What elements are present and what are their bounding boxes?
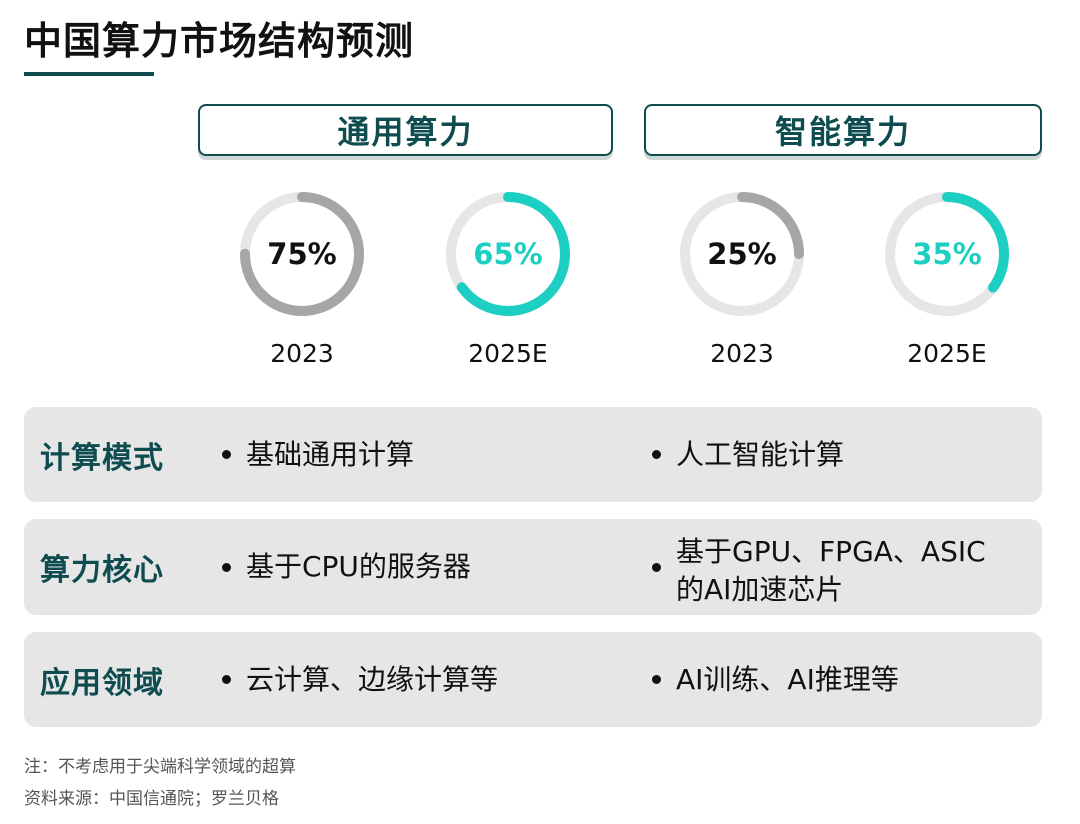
bullet-icon: [222, 675, 231, 684]
bullet-icon: [652, 450, 661, 459]
source-note: 资料来源：中国信通院；罗兰贝格: [24, 789, 279, 809]
donut-general-2023: 75% 2023: [240, 192, 364, 368]
donut-arc: [885, 192, 1009, 316]
cell-text-line-1: 基于GPU、FPGA、ASIC: [676, 535, 986, 568]
table-row-compute-core: 算力核心 基于CPU的服务器 基于GPU、FPGA、ASIC 的AI加速芯片: [24, 519, 1042, 615]
footnote: 注：不考虑用于尖端科学领域的超算: [24, 757, 296, 777]
bullet-icon: [222, 562, 231, 572]
donut-percent-label: 75%: [267, 237, 336, 271]
cell-text: 基础通用计算: [246, 437, 415, 471]
cell-text: AI训练、AI推理等: [676, 662, 899, 696]
donut-ai-2023: 25% 2023: [680, 192, 804, 368]
cell-ai-application-area: AI训练、AI推理等: [652, 632, 1032, 727]
table-row-compute-mode: 计算模式 基础通用计算 人工智能计算: [24, 407, 1042, 502]
category-general-compute: 通用算力: [198, 104, 613, 156]
donut-general-2025E: 65% 2025E: [446, 192, 570, 368]
cell-ai-compute-core: 基于GPU、FPGA、ASIC 的AI加速芯片: [652, 519, 1032, 615]
page-title: 中国算力市场结构预测: [24, 19, 415, 63]
donut-charts: 75% 2023 65% 2025E 25% 2023 35% 2025E: [240, 192, 1009, 368]
donut-ai-2025E: 35% 2025E: [885, 192, 1009, 368]
donut-year-label: 2023: [710, 339, 774, 368]
cell-text: 基于CPU的服务器: [246, 550, 471, 583]
donut-year-label: 2023: [270, 339, 334, 368]
cell-general-compute-mode: 基础通用计算: [222, 407, 642, 502]
title-underline: [24, 72, 154, 76]
bullet-icon: [222, 450, 231, 459]
category-ai-compute: 智能算力: [644, 104, 1042, 156]
cell-text: 人工智能计算: [676, 437, 845, 471]
row-label-compute-mode: 计算模式: [40, 440, 164, 476]
cell-text-line-2: 的AI加速芯片: [676, 573, 844, 606]
row-label-application-area: 应用领域: [40, 665, 164, 701]
donut-year-label: 2025E: [907, 339, 986, 368]
donut-arc: [446, 192, 570, 316]
donut-year-label: 2025E: [468, 339, 547, 368]
cell-text: 云计算、边缘计算等: [246, 662, 499, 696]
cell-text: 基于GPU、FPGA、ASIC 的AI加速芯片: [676, 533, 986, 609]
bullet-icon: [652, 675, 661, 684]
donut-arc: [240, 192, 364, 316]
donut-arc: [680, 192, 804, 316]
cell-general-compute-core: 基于CPU的服务器: [222, 519, 642, 615]
bullet-icon: [652, 563, 661, 572]
donut-percent-label: 65%: [473, 237, 542, 271]
cell-ai-compute-mode: 人工智能计算: [652, 407, 1032, 502]
cell-general-application-area: 云计算、边缘计算等: [222, 632, 642, 727]
donut-percent-label: 25%: [707, 237, 776, 271]
donut-percent-label: 35%: [912, 237, 981, 271]
row-label-compute-core: 算力核心: [40, 553, 164, 588]
table-row-application-area: 应用领域 云计算、边缘计算等 AI训练、AI推理等: [24, 632, 1042, 727]
